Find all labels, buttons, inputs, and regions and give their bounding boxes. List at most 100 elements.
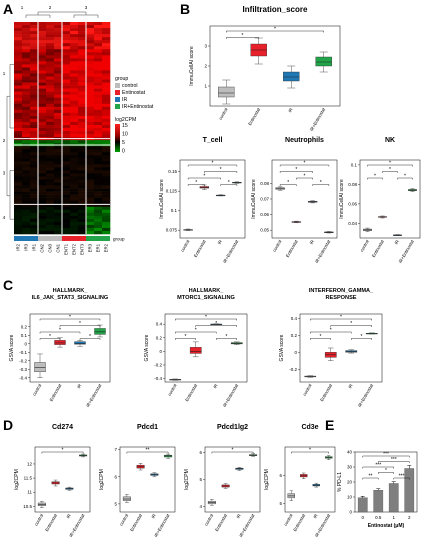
significance-star: * <box>62 448 64 454</box>
y-tick-label: 6 <box>279 473 282 478</box>
heatmap-cell <box>38 97 47 102</box>
heatmap-cell <box>22 103 31 108</box>
heatmap-cell <box>86 94 95 99</box>
heatmap-cell <box>102 161 111 165</box>
box-control <box>37 501 46 509</box>
heatmap-cell <box>62 97 71 102</box>
heatmap-cell <box>78 218 87 223</box>
heatmap-cell <box>14 182 23 186</box>
panel-letter-d: D <box>3 417 13 433</box>
heatmap-cell <box>70 155 79 159</box>
heatmap-cell <box>46 103 55 108</box>
heatmap-cell <box>62 55 71 59</box>
box-IR+Entinostat <box>315 51 332 73</box>
x-tick-label: IR <box>150 513 156 519</box>
heatmap-cell <box>30 64 39 68</box>
column-cluster-label: 3 <box>85 5 88 10</box>
heatmap-cell <box>30 100 39 105</box>
heatmap-cell <box>30 140 39 144</box>
heatmap-cell <box>70 76 79 80</box>
heatmap-cell <box>78 46 87 50</box>
heatmap-cell <box>62 164 71 168</box>
heatmap-cell <box>46 79 55 83</box>
significance-star: * <box>69 315 71 321</box>
heatmap-cell <box>38 94 47 99</box>
heatmap-cell <box>78 52 87 56</box>
heatmap-cell <box>14 206 23 211</box>
y-axis-label: ImmuCellAI score <box>339 179 345 219</box>
heatmap-cell <box>78 88 87 92</box>
heatmap-cell <box>46 55 55 59</box>
heatmap-cell <box>38 91 47 95</box>
heatmap-cell <box>54 85 63 89</box>
heatmap-cell <box>54 170 63 174</box>
significance-bracket <box>220 184 238 186</box>
heatmap-cell <box>62 230 71 235</box>
heatmap-cell <box>78 149 87 153</box>
heatmap-cell <box>38 128 47 132</box>
heatmap-cell <box>54 76 63 80</box>
heatmap-cell <box>22 85 31 89</box>
y-tick-label: 3 <box>204 44 207 49</box>
heatmap-cell <box>46 82 55 86</box>
significance-star: * <box>350 321 352 327</box>
y-tick-label: 5 <box>114 501 117 506</box>
box-Entinostat <box>136 463 145 471</box>
heatmap-cell <box>70 134 79 138</box>
x-tick-label: IR <box>65 513 71 519</box>
heatmap-cell <box>14 28 23 32</box>
heatmap-cell <box>14 173 23 177</box>
chart-B-infiltration: Infiltration_score 1 2 3 ImmuCellAI score con… <box>189 5 341 132</box>
heatmap-cell <box>14 46 23 50</box>
heatmap-cell <box>14 221 23 226</box>
heatmap-cell <box>22 218 31 223</box>
heatmap-cell <box>46 215 55 220</box>
heatmap-cell <box>54 67 63 71</box>
heatmap-cell <box>30 109 39 114</box>
heatmap-cell <box>54 28 63 32</box>
significance-bracket <box>216 338 237 340</box>
heatmap-cell <box>94 128 103 132</box>
heatmap-cell <box>30 22 39 26</box>
heatmap-cell <box>86 170 95 174</box>
heatmap-cell <box>22 149 31 153</box>
heatmap-cell <box>102 212 111 217</box>
significance-star: *** <box>375 463 381 469</box>
box-IR <box>150 472 159 478</box>
legend-label: control <box>122 83 138 89</box>
heatmap-cell <box>38 131 47 135</box>
significance-star: * <box>89 334 91 340</box>
significance-star: * <box>389 161 391 167</box>
heatmap-cell <box>86 28 95 32</box>
heatmap-cell <box>70 200 79 205</box>
heatmap-cell <box>62 112 71 117</box>
box-IR+Entinostat <box>79 453 88 458</box>
heatmap-cell <box>62 176 71 180</box>
heatmap-cell <box>54 197 63 201</box>
heatmap-cell <box>78 197 87 201</box>
heatmap-cell <box>86 73 95 77</box>
heatmap-cell <box>70 185 79 189</box>
heatmap-cell <box>102 79 111 83</box>
y-tick-label: 1 <box>204 84 207 89</box>
group-strip-cell <box>94 236 102 241</box>
heatmap-cell <box>102 173 111 177</box>
heatmap-cell <box>62 25 71 29</box>
heatmap-cell <box>86 70 95 74</box>
y-tick-label: 7 <box>114 447 117 452</box>
heatmap-cell <box>14 115 23 120</box>
heatmap-cell <box>22 206 31 211</box>
chart-title: Pdcd1 <box>137 424 158 431</box>
heatmap-cell <box>70 115 79 120</box>
x-tick-label: control <box>272 239 283 253</box>
heatmap-cell <box>62 131 71 135</box>
heatmap-cell <box>30 164 39 168</box>
heatmap-cell <box>86 46 95 50</box>
heatmap-cell <box>70 215 79 220</box>
heatmap-cell <box>54 128 63 132</box>
significance-star: *** <box>391 457 397 463</box>
heatmap-cell <box>86 109 95 114</box>
heatmap-cell <box>70 43 79 47</box>
